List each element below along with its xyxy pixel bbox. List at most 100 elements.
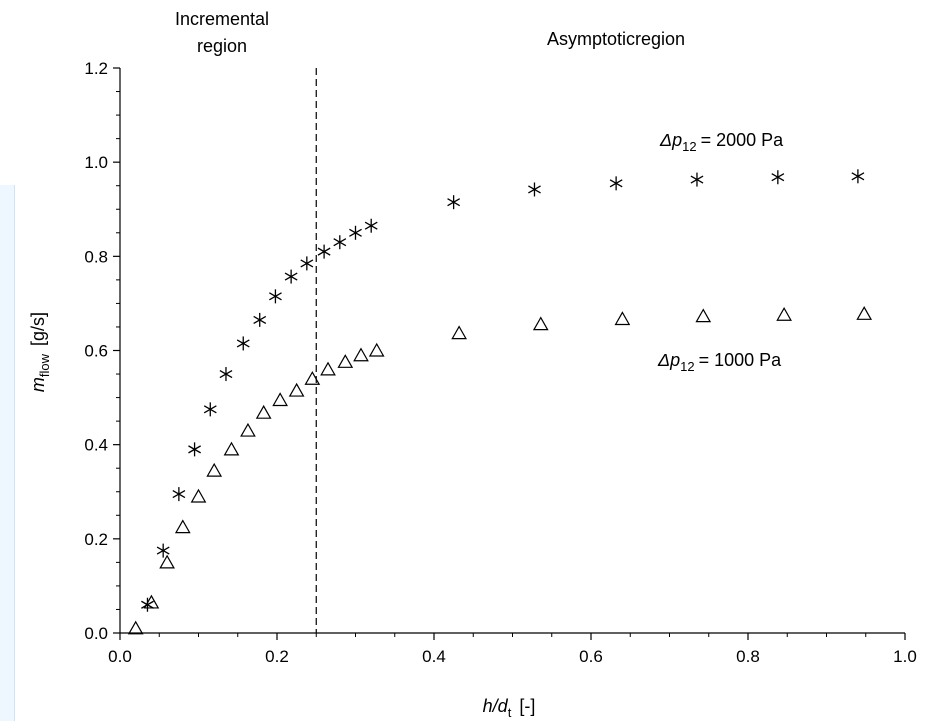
asterisk-marker	[609, 176, 623, 191]
asterisk-marker	[528, 182, 541, 197]
plot-frame	[119, 68, 905, 634]
x-tick-label: 0.8	[736, 647, 760, 666]
x-tick-label: 0.6	[579, 647, 603, 666]
triangle-marker	[174, 519, 191, 534]
y-tick-label: 1.0	[84, 153, 108, 172]
y-axis-label: mflow [g/s]	[28, 312, 52, 392]
y-axis-label-main: m	[28, 377, 48, 392]
x-axis-label-main: h/d	[483, 696, 509, 716]
triangle-marker	[240, 422, 256, 437]
triangle-marker	[206, 462, 223, 477]
triangle-marker	[776, 307, 792, 321]
triangle-marker	[127, 620, 144, 635]
y-tick-label: 1.2	[84, 59, 108, 78]
asterisk-marker	[203, 402, 217, 417]
triangle-marker	[190, 488, 207, 503]
series-label-2000pa-sub: 12	[682, 139, 696, 154]
asterisk-stroke	[771, 173, 785, 182]
triangle-marker	[223, 441, 240, 456]
y-axis-label-unit: [g/s]	[28, 312, 48, 346]
asterisk-marker	[690, 172, 704, 187]
asterisk-marker	[284, 269, 298, 284]
asterisk-marker	[349, 225, 362, 240]
asterisk-stroke	[349, 228, 362, 237]
triangle-marker	[532, 316, 549, 331]
triangle-marker	[337, 354, 354, 368]
asterisk-stroke	[851, 172, 865, 181]
series-label-1000pa-value: = 1000 Pa	[699, 350, 783, 370]
asterisk-stroke	[690, 175, 704, 184]
asterisk-stroke	[300, 259, 314, 268]
asterisk-stroke	[172, 490, 186, 499]
region-label-incremental-line2: region	[197, 36, 247, 56]
asterisk-stroke	[219, 369, 233, 379]
triangle-marker	[288, 382, 305, 397]
triangle-marker	[695, 308, 712, 323]
asterisk-stroke	[203, 405, 217, 414]
x-tick-label: 0.4	[422, 647, 446, 666]
triangle-marker	[451, 325, 467, 340]
y-tick-label: 0.8	[84, 247, 108, 266]
asterisk-stroke	[188, 445, 201, 454]
asterisk-stroke	[364, 221, 378, 230]
x-axis-label: h/dt [-]	[483, 696, 536, 720]
triangle-marker	[614, 311, 631, 326]
series-label-1000pa: Δp12 = 1000 Pa	[657, 350, 782, 374]
triangle-marker	[368, 342, 385, 357]
series-label-2000pa: Δp12 = 2000 Pa	[659, 130, 784, 154]
triangle-marker	[255, 404, 272, 419]
asterisk-marker	[269, 289, 282, 304]
asterisk-marker	[771, 170, 785, 185]
asterisk-stroke	[141, 600, 154, 609]
y-tick-label: 0.2	[84, 530, 108, 549]
asterisk-marker	[851, 169, 865, 184]
asterisk-stroke	[236, 339, 250, 348]
axis-ticks	[113, 67, 906, 640]
data-markers	[127, 169, 873, 635]
asterisk-stroke	[269, 292, 282, 301]
asterisk-marker	[364, 218, 378, 233]
x-axis-label-sub: t	[508, 705, 512, 720]
x-tick-label: 1.0	[893, 647, 917, 666]
asterisk-marker	[172, 487, 186, 502]
asterisk-marker	[253, 312, 267, 327]
x-axis-label-unit: [-]	[519, 696, 535, 716]
triangle-marker	[143, 594, 160, 609]
triangle-marker	[304, 371, 321, 385]
asterisk-stroke	[253, 315, 267, 324]
asterisk-stroke	[609, 179, 623, 188]
series-label-1000pa-sub: 12	[680, 359, 694, 374]
asterisk-marker	[317, 244, 331, 259]
x-tick-label: 0.0	[108, 647, 132, 666]
asterisk-stroke	[333, 238, 347, 247]
axis-tick-labels: 0.0 0.2 0.4 0.6 0.8 1.0 0.0 0.2 0.4 0.6 0.8 1.0 1.2	[84, 59, 916, 666]
asterisk-marker	[300, 256, 314, 271]
region-label-asymptotic: Asymptoticregion	[547, 29, 685, 49]
y-tick-label: 0.0	[84, 624, 108, 643]
y-tick-label: 0.6	[84, 342, 108, 361]
triangle-marker	[159, 554, 175, 569]
triangle-marker	[353, 347, 369, 362]
series-label-2000pa-value: = 2000 Pa	[701, 130, 785, 150]
x-tick-label: 0.2	[265, 647, 289, 666]
asterisk-marker	[156, 543, 170, 558]
asterisk-marker	[333, 235, 347, 250]
asterisk-stroke	[284, 272, 298, 281]
asterisk-stroke	[528, 185, 541, 194]
triangle-marker	[856, 306, 873, 320]
series-label-1000pa-prefix: Δp	[657, 350, 680, 370]
asterisk-marker	[236, 336, 250, 351]
series-label-2000pa-prefix: Δp	[659, 130, 682, 150]
asterisk-marker	[141, 597, 154, 612]
asterisk-stroke	[156, 546, 170, 555]
y-tick-label: 0.4	[84, 436, 108, 455]
triangle-marker	[272, 392, 288, 407]
asterisk-stroke	[447, 198, 461, 207]
region-label-incremental-line1: Incremental	[175, 9, 269, 29]
asterisk-marker	[219, 367, 233, 382]
y-axis-label-sub: flow	[37, 353, 52, 377]
asterisk-stroke	[317, 247, 331, 256]
asterisk-marker	[188, 442, 201, 457]
background-window-edge	[0, 185, 15, 721]
